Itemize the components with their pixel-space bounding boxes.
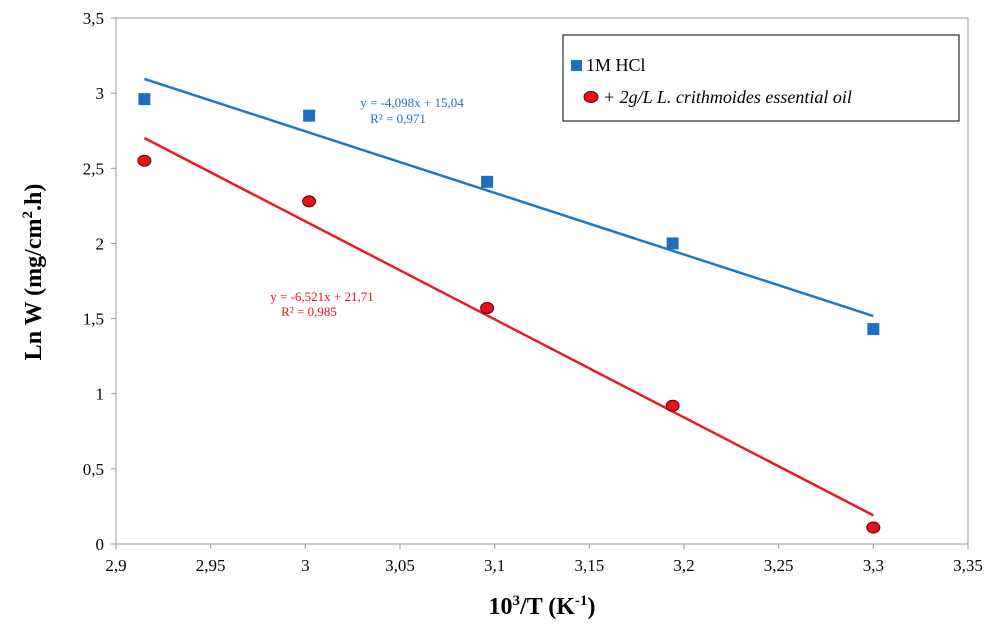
hcl-equation: y = -4,098x + 15,04	[360, 95, 464, 110]
y-tick-label: 3	[96, 84, 105, 103]
y-tick-label: 1,5	[83, 310, 104, 329]
data-markers	[137, 93, 881, 534]
legend-box	[562, 34, 960, 122]
x-tick-label: 3	[301, 556, 310, 575]
y-axis-title-end: .h)	[21, 184, 47, 211]
x-axis-title: 103/T (K-1)	[489, 593, 596, 620]
x-axis-title-mid: /T (K	[519, 594, 575, 620]
x-axis-title-sup1: 3	[513, 593, 521, 609]
x-axis-ticks: 2,9 2,95 3 3,05 3,1 3,15 3,2 3,25 3,3 3,35	[105, 544, 983, 575]
hcl-data-point	[867, 323, 880, 336]
legend-label-hcl: 1M HCl	[586, 55, 646, 75]
legend-circle-marker	[583, 91, 599, 103]
y-axis-ticks: 0 0,5 1 1,5 2 2,5 3 3,5	[83, 9, 116, 554]
hcl-fit-line	[144, 77, 874, 318]
x-tick-label: 2,9	[105, 556, 126, 575]
x-tick-label: 3,3	[863, 556, 884, 575]
legend: 1M HCl + 2g/L L. crithmoides essential o…	[562, 34, 960, 122]
oil-r2: R² = 0,985	[281, 304, 337, 319]
hcl-data-point	[138, 93, 151, 106]
x-tick-label: 3,05	[385, 556, 415, 575]
x-tick-label: 2,95	[196, 556, 226, 575]
fit-lines	[143, 77, 874, 517]
x-tick-label: 3,35	[953, 556, 983, 575]
y-tick-label: 3,5	[83, 9, 104, 28]
hcl-data-point	[666, 237, 679, 250]
x-tick-label: 3,15	[574, 556, 604, 575]
y-axis-title-base: Ln W (mg/cm	[21, 219, 47, 361]
y-tick-label: 0	[96, 535, 105, 554]
y-tick-label: 0,5	[83, 460, 104, 479]
oil-data-point	[137, 154, 152, 167]
oil-data-point	[866, 521, 881, 534]
hcl-data-point	[481, 175, 494, 188]
y-axis-title-sup: 2	[20, 211, 36, 219]
y-tick-label: 2,5	[83, 159, 104, 178]
x-axis-title-base: 10	[489, 594, 513, 620]
hcl-data-point	[303, 109, 316, 122]
x-tick-label: 3,2	[673, 556, 694, 575]
x-axis-title-end: )	[587, 594, 595, 620]
legend-square-marker	[571, 60, 582, 71]
oil-data-point	[665, 399, 680, 412]
oil-fit-line	[143, 136, 874, 517]
oil-equation: y = -6,521x + 21,71	[270, 289, 374, 304]
x-tick-label: 3,1	[484, 556, 505, 575]
x-axis-title-sup2: -1	[575, 593, 588, 609]
legend-label-oil: + 2g/L L. crithmoides essential oil	[603, 87, 852, 107]
y-tick-label: 2	[96, 234, 105, 253]
plot-frame	[115, 17, 969, 545]
y-axis-title: Ln W (mg/cm2.h)	[20, 184, 47, 361]
y-tick-label: 1	[96, 385, 105, 404]
oil-data-point	[302, 195, 317, 208]
hcl-r2: R² = 0,971	[370, 111, 426, 126]
x-tick-label: 3,25	[764, 556, 794, 575]
oil-data-point	[480, 302, 495, 315]
